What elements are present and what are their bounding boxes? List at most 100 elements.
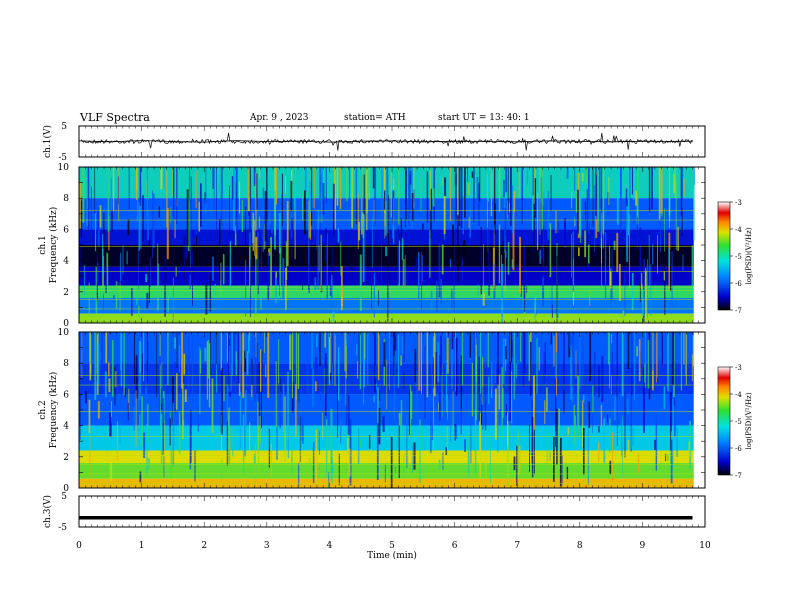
- spectrogram-streak: [542, 226, 544, 282]
- colorbar-label: log(PSD)(V²/Hz): [745, 227, 753, 284]
- spectrogram-streak: [666, 454, 669, 461]
- spectrogram-streak: [266, 167, 268, 222]
- spectrogram-streak: [366, 167, 368, 231]
- spectrogram-streak: [324, 332, 326, 348]
- spectrogram-streak: [295, 332, 297, 400]
- spectrogram-streak: [440, 335, 442, 376]
- spectrogram-streak: [548, 245, 549, 276]
- x-tick-label: 5: [389, 541, 395, 551]
- spectrogram-streak: [312, 167, 314, 209]
- spectrogram-band: [79, 298, 694, 314]
- spectrogram-streak: [491, 332, 494, 398]
- spectrogram-streak: [80, 200, 83, 238]
- spectrogram-streak: [85, 209, 88, 217]
- spectrogram-streak: [457, 215, 459, 281]
- spectrogram-streak: [360, 438, 361, 447]
- spectrogram-streak: [136, 296, 138, 305]
- spectrogram-streak: [405, 167, 406, 228]
- spectrogram-streak: [145, 274, 148, 283]
- spectrogram-streak: [421, 255, 423, 282]
- spectrogram-streak: [314, 167, 315, 209]
- spectrogram-streak: [601, 238, 602, 292]
- spectrogram-streak: [228, 332, 229, 387]
- colorbar-gradient: [718, 202, 730, 310]
- spectrogram-streak: [636, 346, 638, 357]
- colorbar-tick-label: -4: [735, 226, 742, 234]
- spectrogram-streak: [583, 394, 585, 403]
- spectrogram-streak: [441, 177, 443, 186]
- spectrogram-streak: [89, 436, 91, 485]
- spectrogram-streak: [150, 245, 153, 257]
- spectrogram-streak: [139, 471, 142, 483]
- spectrogram-streak: [98, 217, 100, 246]
- spectrogram-streak: [105, 332, 107, 364]
- spectrogram-streak: [208, 343, 211, 408]
- spectrogram-streak: [584, 201, 586, 222]
- spectrogram-streak: [434, 332, 436, 397]
- spectrogram-streak: [589, 290, 591, 306]
- spectrogram-streak: [571, 233, 572, 278]
- spectrogram-streak: [271, 203, 273, 234]
- spectrogram-streak: [374, 332, 376, 393]
- spectrogram-streak: [624, 392, 626, 458]
- spectrogram-streak: [656, 332, 657, 383]
- spectrogram-streak: [513, 456, 516, 471]
- spectrogram-streak: [549, 223, 552, 277]
- spectrogram-streak: [553, 436, 555, 482]
- spectrogram-streak: [601, 356, 604, 403]
- spectrogram-streak: [604, 232, 607, 300]
- spectrogram-streak: [663, 271, 666, 281]
- spectrogram-streak: [669, 369, 671, 402]
- spectrogram-streak: [636, 217, 638, 250]
- spectrogram-streak: [599, 171, 601, 184]
- spectrogram-streak: [138, 305, 140, 317]
- spectrogram-streak: [252, 212, 254, 251]
- spectrogram-streak: [583, 427, 585, 475]
- spectrogram-streak: [216, 369, 217, 393]
- spectrogram-streak: [192, 250, 193, 307]
- spectrogram-streak: [675, 301, 677, 309]
- spectrogram-streak: [449, 167, 451, 222]
- spectrogram-streak: [629, 167, 631, 215]
- spectrogram-streak: [520, 332, 522, 362]
- spectrogram-streak: [534, 293, 537, 320]
- spectrogram-streak: [441, 244, 444, 275]
- spectrogram-streak: [370, 449, 372, 459]
- spectrogram-streak: [435, 352, 437, 387]
- y-tick-label: -5: [58, 523, 67, 533]
- time-axis: 0 1 2 3 4 5 6 7 8 9 10 Time (min): [76, 541, 711, 561]
- spectrogram-streak: [506, 200, 508, 219]
- y-axis-label: ch.1(V): [42, 125, 53, 158]
- spectrogram-streak: [524, 332, 526, 373]
- y-tick-label: 2: [63, 288, 69, 298]
- spectrogram-streak: [311, 332, 313, 369]
- spectrogram-streak: [424, 388, 426, 419]
- spectrogram-streak: [339, 167, 342, 210]
- ch3-waveform-panel: 5 -5 ch.3(V): [42, 492, 706, 533]
- spectrogram-streak: [275, 167, 277, 205]
- spectrogram-streak: [114, 366, 116, 406]
- spectrogram-streak: [97, 401, 100, 419]
- spectrogram-streak: [403, 454, 405, 478]
- spectrogram-streak: [110, 457, 113, 481]
- spectrogram-streak: [430, 408, 432, 454]
- spectrogram-streak: [563, 332, 565, 385]
- spectrogram-streak: [607, 332, 610, 365]
- spectrogram-streak: [601, 167, 603, 236]
- spectrogram-streak: [555, 397, 557, 432]
- spectrogram-streak: [622, 310, 625, 321]
- spectrogram-streak: [598, 167, 600, 231]
- spectrogram-streak: [650, 263, 652, 316]
- spectrogram-streak: [124, 388, 126, 398]
- spectrogram-streak: [385, 200, 387, 236]
- spectrogram-streak: [614, 396, 616, 420]
- spectrogram-streak: [624, 271, 626, 316]
- spectrogram-streak: [299, 416, 301, 463]
- spectrogram-streak: [337, 228, 340, 243]
- spectrogram-streak: [600, 405, 603, 426]
- spectrogram-streak: [357, 361, 359, 379]
- spectrogram-streak: [152, 193, 155, 248]
- spectrogram-streak: [621, 332, 624, 397]
- x-tick-label: 6: [452, 541, 458, 551]
- spectrogram-streak: [610, 375, 612, 394]
